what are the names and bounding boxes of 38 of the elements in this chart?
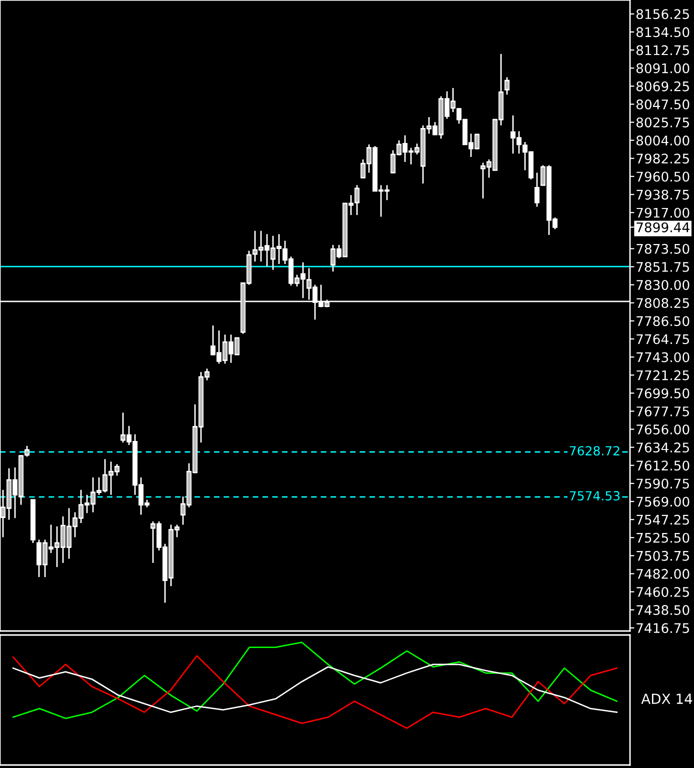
y-tick-label: 7938.75 [636, 190, 689, 200]
y-tick-label: 8134.50 [636, 27, 690, 38]
y-tick-label: 7851.75 [636, 262, 689, 272]
y-tick-label: 7743.00 [636, 352, 690, 362]
y-tick-label: 7982.25 [636, 154, 689, 164]
y-tick-label: 7482.00 [636, 568, 690, 579]
y-tick-label: 7525.50 [636, 532, 690, 543]
y-tick-label: 8047.50 [636, 99, 690, 110]
y-tick-label: 8112.75 [636, 45, 689, 56]
y-tick-label: 7634.25 [636, 442, 689, 453]
ref-line-label: 7628.72 [570, 446, 620, 456]
y-tick-label: 7438.50 [636, 605, 690, 616]
y-tick-label: 8069.25 [636, 81, 689, 92]
y-tick-label: 8025.75 [636, 117, 689, 128]
y-tick-label: 8004.00 [636, 136, 690, 146]
y-tick-label: 7873.50 [636, 244, 690, 254]
y-tick-label: 7503.75 [636, 550, 689, 561]
y-tick-label: 7830.00 [636, 280, 690, 290]
y-tick-label: 7899.44 [636, 222, 690, 232]
y-tick-label: 7917.00 [636, 208, 690, 218]
y-tick-label: 8156.25 [636, 9, 689, 20]
y-tick-label: 7721.25 [636, 370, 689, 380]
y-tick-label: 7460.25 [636, 586, 689, 597]
y-axis-title: ADX 14 [641, 694, 692, 704]
y-tick-label: 7656.00 [636, 424, 690, 434]
y-tick-label: 7547.25 [636, 514, 689, 525]
y-tick-label: 7590.75 [636, 478, 689, 489]
y-tick-label: 7677.75 [636, 406, 689, 416]
y-tick-label: 8091.00 [636, 63, 690, 74]
y-tick-label: 7764.75 [636, 334, 689, 344]
y-tick-label: 7808.25 [636, 298, 689, 308]
y-tick-label: 7569.00 [636, 496, 690, 507]
y-tick-label: 7416.75 [636, 623, 689, 634]
y-tick-label: 7699.50 [636, 388, 690, 398]
ref-line-label: 7574.53 [570, 491, 620, 501]
y-tick-label: 7612.50 [636, 460, 690, 471]
y-tick-label: 7786.50 [636, 316, 690, 326]
y-tick-label: 7960.50 [636, 172, 690, 182]
